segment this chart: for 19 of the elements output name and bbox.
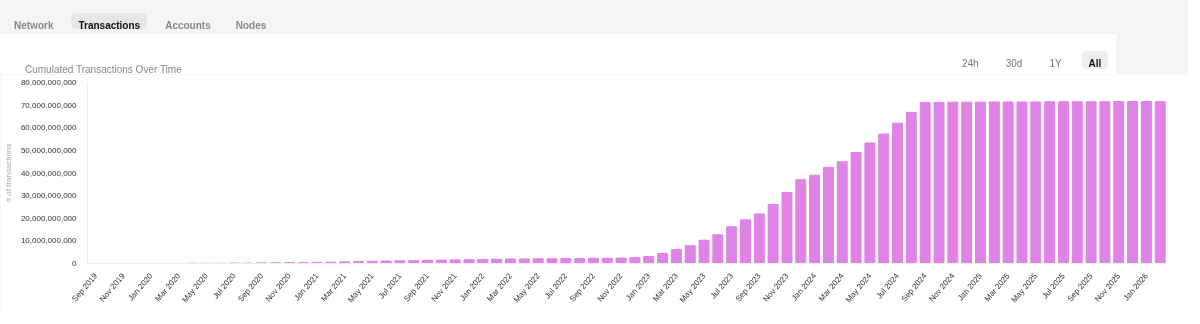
text: Network bbox=[14, 19, 54, 33]
chart-title: Cumulated Transactions Over Time bbox=[25, 63, 182, 77]
text: All bbox=[1088, 57, 1102, 71]
y-tick-label: 50,000,000,000 bbox=[20, 145, 78, 155]
y-tick-label: 30,000,000,000 bbox=[20, 191, 78, 201]
text: Transactions bbox=[78, 19, 141, 33]
text: 1Y bbox=[1049, 57, 1062, 71]
y-tick-label: 20,000,000,000 bbox=[20, 213, 78, 223]
text: 30d bbox=[1005, 57, 1023, 71]
y-tick-label: 60,000,000,000 bbox=[20, 123, 78, 133]
y-axis-title: # of transactions bbox=[3, 143, 13, 203]
text: Nodes bbox=[235, 19, 267, 33]
text: 24h bbox=[962, 57, 979, 71]
y-tick-label: 80,000,000,000 bbox=[20, 78, 78, 87]
y-tick-label: 40,000,000,000 bbox=[20, 168, 78, 178]
text: Accounts bbox=[165, 19, 211, 33]
y-tick-label: 0 bbox=[72, 259, 78, 268]
y-tick-label: 70,000,000,000 bbox=[20, 100, 78, 110]
y-tick-label: 10,000,000,000 bbox=[20, 236, 78, 246]
